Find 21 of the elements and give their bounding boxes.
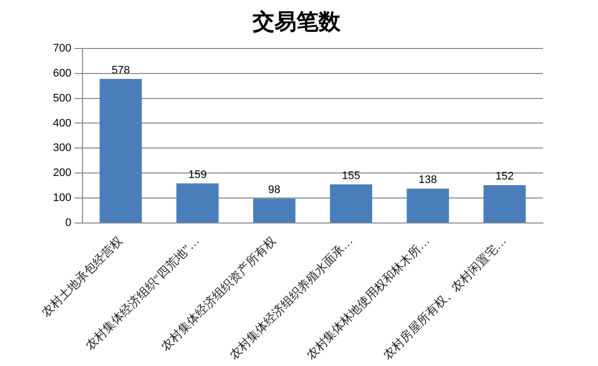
bar	[100, 78, 142, 223]
y-tick-label: 100	[52, 192, 72, 204]
y-tick-label: 300	[52, 142, 72, 154]
y-tick-label: 200	[52, 167, 72, 180]
y-tick-label: 400	[52, 117, 72, 130]
data-label: 98	[268, 184, 280, 196]
y-tick-label: 0	[65, 217, 72, 230]
y-tick-label: 700	[52, 42, 72, 54]
bar	[330, 184, 372, 223]
bar	[253, 198, 296, 223]
bar	[484, 185, 526, 223]
data-label: 138	[418, 174, 438, 186]
data-label: 155	[342, 170, 360, 182]
data-label: 159	[188, 168, 207, 181]
y-tick-label: 500	[52, 92, 72, 104]
bar	[176, 183, 219, 223]
data-label: 578	[112, 64, 130, 76]
chart-title: 交易笔数	[252, 8, 342, 34]
y-tick-label: 600	[52, 67, 72, 80]
bar	[406, 188, 449, 223]
data-label: 152	[495, 170, 514, 183]
